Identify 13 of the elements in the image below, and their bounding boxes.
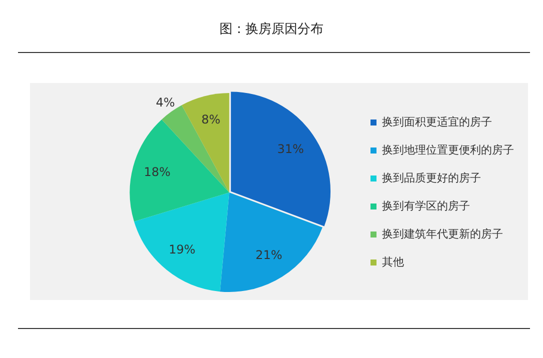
data-label: 21%: [256, 248, 282, 262]
data-label: 8%: [201, 112, 220, 126]
legend-label: 其他: [382, 255, 404, 268]
data-label: 31%: [277, 142, 304, 156]
legend-label: 换到面积更适宜的房子: [382, 115, 492, 128]
data-label: 19%: [168, 242, 196, 256]
chart-title: 图：换房原因分布: [218, 21, 324, 38]
data-label: 4%: [156, 96, 175, 110]
data-label: 18%: [144, 165, 171, 180]
legend-label: 换到建筑年代更新的房子: [382, 227, 503, 240]
legend-label: 换到地理位置更便利的房子: [382, 143, 514, 156]
legend-label: 换到有学区的房子: [382, 199, 470, 212]
legend-label: 换到品质更好的房子: [382, 171, 481, 184]
